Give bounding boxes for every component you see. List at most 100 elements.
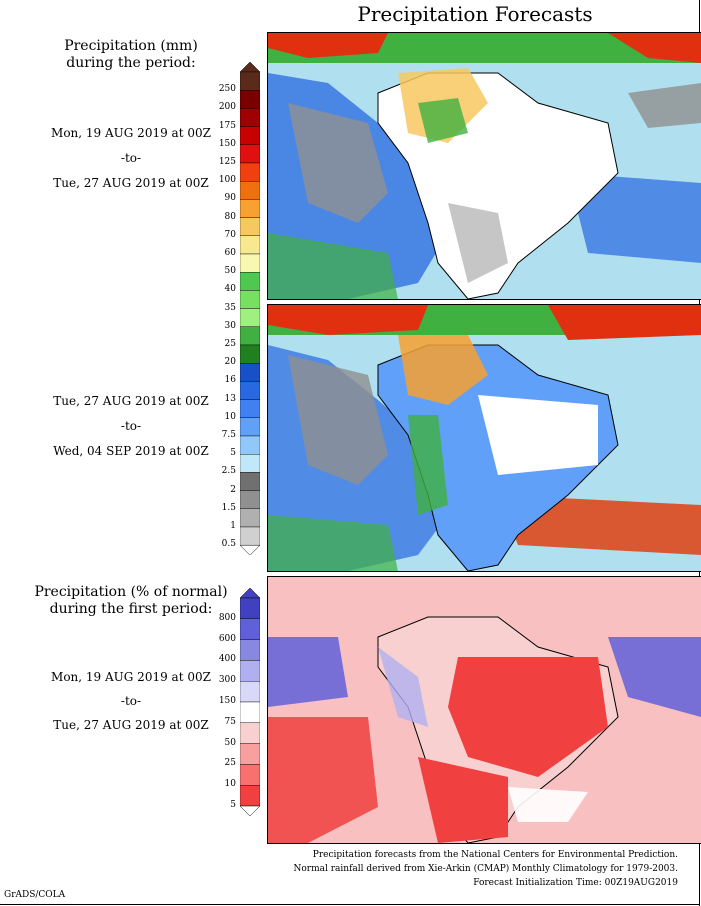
pct-colorbar-swatch	[239, 784, 261, 807]
precip-colorbar-swatch	[239, 326, 261, 346]
precip-colorbar-tick-label: 80	[224, 211, 236, 222]
pct-colorbar-tick-label: 600	[218, 633, 236, 644]
precip-colorbar-swatch	[239, 271, 261, 291]
frame-border	[0, 904, 700, 905]
precip-colorbar-tick-label: 175	[218, 120, 236, 131]
precip-colorbar-bottom-arrow	[239, 544, 261, 556]
forecast-map-period1	[267, 32, 701, 300]
precip-colorbar-tick-label: 0.5	[221, 539, 236, 550]
panel3-header-line1: Precipitation (% of normal)	[34, 584, 228, 600]
precip-colorbar-tick-label: 35	[224, 302, 236, 313]
precip-colorbar-tick-label: 5	[230, 448, 236, 459]
precip-colorbar-swatch	[239, 508, 261, 528]
panel3-start: Mon, 19 AUG 2019 at 00Z	[51, 670, 211, 684]
pct-colorbar-swatch	[239, 743, 261, 765]
pct-colorbar-top-arrow	[239, 587, 261, 599]
precip-colorbar-tick-label: 16	[224, 375, 236, 386]
panel2-sep: -to-	[120, 419, 142, 433]
precip-colorbar-tick-label: 100	[218, 175, 236, 186]
precip-colorbar-tick-label: 50	[224, 266, 236, 277]
precipitation-colorbar: 250 200 175 150 125 100 90 80 70 60 50 40 35 30 25 20 16…	[219, 61, 261, 559]
precip-colorbar-swatch	[239, 526, 261, 546]
panel1-sep: -to-	[120, 151, 142, 165]
precip-colorbar-swatch	[239, 180, 261, 200]
precip-colorbar-tick-label: 200	[218, 102, 236, 113]
precip-colorbar-swatch	[239, 344, 261, 364]
pct-colorbar-tick-label: 50	[224, 737, 236, 748]
precip-colorbar-swatch	[239, 290, 261, 309]
pct-colorbar-bottom-arrow	[239, 805, 261, 817]
precip-colorbar-swatch	[239, 417, 261, 437]
pct-colorbar-tick-label: 800	[218, 612, 236, 623]
pct-colorbar-swatch	[239, 680, 261, 703]
precip-colorbar-swatch	[239, 363, 261, 382]
pct-colorbar-swatch	[239, 701, 261, 723]
pct-colorbar-tick-label: 300	[218, 675, 236, 686]
pct-colorbar-swatch	[239, 722, 261, 744]
panel3-header-line2: during the first period:	[49, 601, 213, 617]
precip-colorbar-swatch	[239, 217, 261, 237]
percent-normal-colorbar: 800 600 400 300 150 75 50 25 10 5	[219, 587, 261, 820]
pct-colorbar-swatch	[239, 764, 261, 786]
panel1-labels: Precipitation (mm) during the period:	[0, 38, 262, 72]
pct-colorbar-swatch	[239, 639, 261, 661]
precip-colorbar-swatch	[239, 435, 261, 455]
precip-colorbar-swatch	[239, 253, 261, 273]
panel3-sep: -to-	[120, 694, 142, 708]
precip-colorbar-tick-label: 1.5	[221, 502, 236, 513]
footer-line3: Forecast Initialization Time: 00Z19AUG20…	[473, 878, 678, 888]
precip-colorbar-tick-label: 90	[224, 193, 236, 204]
footer-line1: Precipitation forecasts from the Nationa…	[312, 850, 678, 860]
precip-colorbar-swatch	[239, 490, 261, 510]
percent-normal-map	[267, 576, 701, 844]
precip-colorbar-tick-label: 10	[224, 411, 236, 422]
footer-credits: Precipitation forecasts from the Nationa…	[290, 848, 679, 890]
precip-colorbar-swatch	[239, 162, 261, 182]
precip-colorbar-tick-label: 7.5	[221, 430, 236, 440]
panel2-end: Wed, 04 SEP 2019 at 00Z	[53, 444, 209, 458]
precip-colorbar-tick-label: 70	[224, 229, 236, 240]
precip-colorbar-swatch	[239, 454, 261, 473]
precip-colorbar-swatch	[239, 381, 261, 400]
pct-colorbar-tick-label: 10	[224, 779, 236, 790]
pct-colorbar-tick-label: 25	[224, 758, 236, 769]
panel3-end: Tue, 27 AUG 2019 at 00Z	[53, 718, 209, 732]
panel3-labels: Precipitation (% of normal) during the f…	[0, 584, 262, 618]
precip-colorbar-swatch	[239, 235, 261, 255]
pct-colorbar-swatch	[239, 618, 261, 640]
pct-colorbar-svg	[239, 587, 261, 817]
precip-colorbar-tick-label: 40	[224, 284, 236, 295]
precip-colorbar-tick-label: 2.5	[221, 466, 236, 477]
precip-colorbar-tick-label: 125	[218, 157, 236, 167]
precip-colorbar-tick-label: 25	[224, 339, 236, 349]
precip-colorbar-tick-label: 20	[224, 357, 236, 368]
precip-colorbar-svg	[239, 61, 261, 556]
pct-colorbar-tick-label: 5	[230, 800, 236, 810]
precip-colorbar-swatch	[239, 199, 261, 218]
precip-colorbar-swatch	[239, 71, 261, 91]
panel1-header-line2: during the period:	[66, 55, 196, 71]
precip-colorbar-swatch	[239, 472, 261, 491]
precip-colorbar-tick-label: 2	[230, 484, 236, 495]
footer-line2: Normal rainfall derived from Xie-Arkin (…	[293, 864, 679, 874]
precip-colorbar-swatch	[239, 399, 261, 419]
precip-colorbar-swatch	[239, 108, 261, 127]
precip-colorbar-swatch	[239, 126, 261, 145]
precip-colorbar-top-arrow	[239, 61, 261, 73]
precip-colorbar-swatch	[239, 90, 261, 109]
precip-colorbar-tick-label: 60	[224, 248, 236, 258]
precip-colorbar-tick-label: 30	[224, 320, 236, 331]
pct-colorbar-swatch	[239, 660, 261, 682]
panel1-end: Tue, 27 AUG 2019 at 00Z	[53, 176, 209, 190]
precip-colorbar-swatch	[239, 308, 261, 328]
page-title: Precipitation Forecasts	[357, 2, 593, 26]
precip-colorbar-tick-label: 150	[218, 138, 236, 149]
forecast-map-period2	[267, 304, 701, 572]
pct-colorbar-tick-label: 150	[218, 696, 236, 706]
grads-credit: GrADS/COLA	[4, 890, 66, 900]
pct-colorbar-tick-label: 75	[224, 716, 236, 727]
panel1-start: Mon, 19 AUG 2019 at 00Z	[51, 126, 211, 140]
precip-colorbar-tick-label: 13	[224, 393, 236, 404]
panel1-header-line1: Precipitation (mm)	[64, 38, 198, 54]
panel2-start: Tue, 27 AUG 2019 at 00Z	[53, 394, 209, 408]
